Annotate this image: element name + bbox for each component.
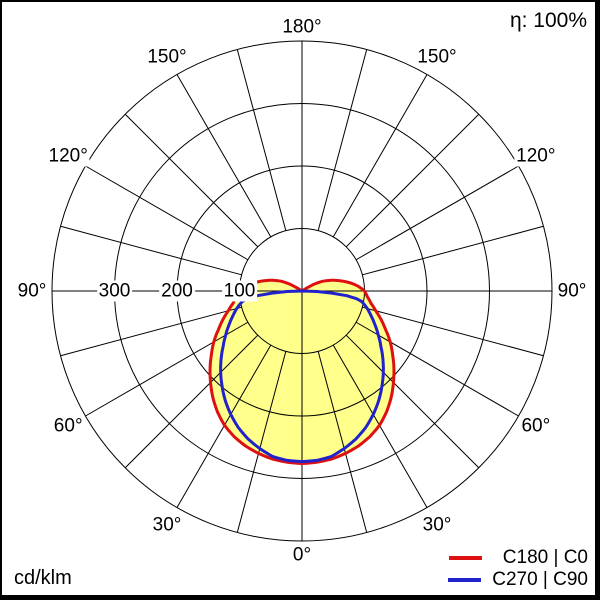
angle-label-150: 150° — [145, 46, 189, 68]
efficiency-label: η: 100% — [509, 9, 587, 32]
grid-spoke — [176, 74, 272, 238]
grid-spoke — [332, 74, 428, 238]
angle-label-0: 0° — [290, 544, 314, 566]
curve-c270-c90 — [219, 289, 385, 464]
grid-spoke — [355, 321, 519, 417]
angle-label-180: 180° — [280, 16, 324, 38]
grid-spoke — [317, 49, 368, 231]
grid-spoke — [355, 165, 519, 261]
angle-label-120-right: 120° — [514, 145, 558, 167]
grid-spoke — [85, 165, 249, 261]
grid-spoke — [60, 225, 242, 276]
angle-label-30: 30° — [150, 514, 184, 536]
grid-spoke — [317, 351, 368, 533]
grid-spoke — [362, 225, 544, 276]
angle-label-60: 60° — [51, 415, 85, 437]
grid-spoke — [362, 306, 544, 357]
legend-line-c180-c0 — [449, 556, 482, 560]
grid-spoke — [124, 113, 259, 248]
grid-spoke — [60, 306, 242, 357]
grid-spoke — [85, 321, 249, 417]
legend-line-c270-c90 — [448, 578, 481, 582]
angle-label-60-right: 60° — [519, 415, 553, 437]
angle-label-150-right: 150° — [415, 46, 459, 68]
radial-scale-label-300: 300 — [96, 280, 133, 302]
grid-spoke — [236, 351, 287, 533]
legend-label-c180-c0: C180 | C0 — [502, 547, 588, 568]
radial-scale-label-200: 200 — [159, 280, 195, 302]
angle-label-30-right: 30° — [420, 514, 454, 536]
unit-label: cd/klm — [14, 567, 72, 589]
grid-spoke — [345, 113, 480, 248]
grid-spoke — [124, 334, 259, 469]
grid-spoke — [236, 49, 287, 231]
angle-label-120: 120° — [46, 145, 90, 167]
angle-label-90-right: 90° — [555, 280, 589, 302]
angle-label-90: 90° — [15, 280, 49, 302]
grid-spoke — [345, 334, 480, 469]
legend-label-c270-c90: C270 | C90 — [492, 569, 588, 590]
radial-scale-label-100: 100 — [221, 280, 258, 302]
